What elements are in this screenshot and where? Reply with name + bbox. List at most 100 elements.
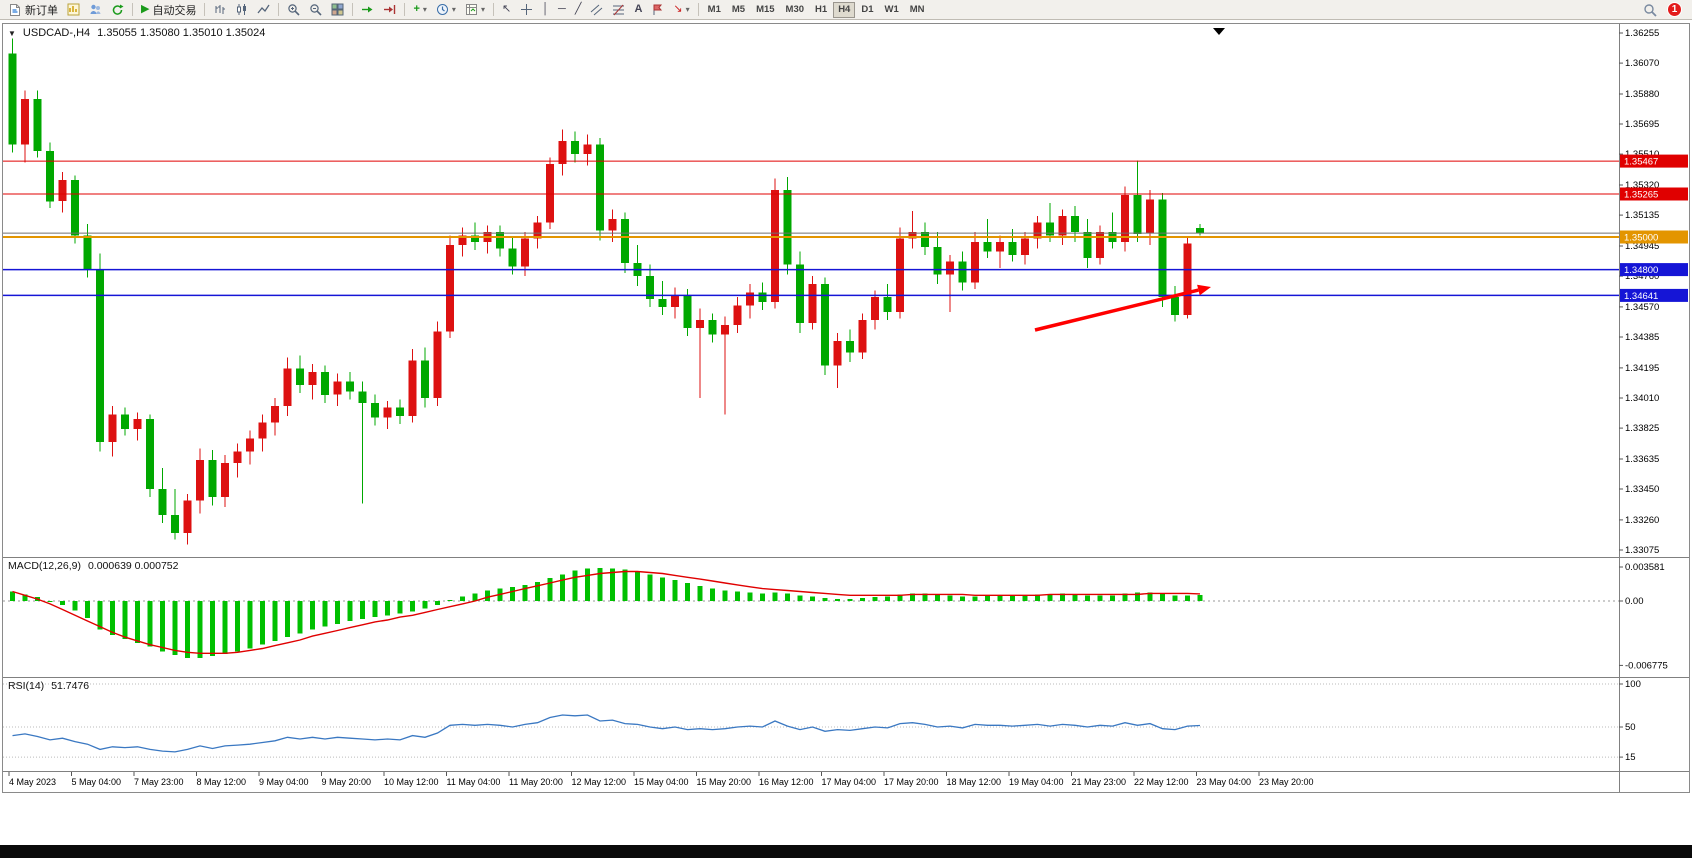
arrows-dropdown[interactable]: ↘ ▾: [669, 1, 693, 19]
svg-text:7 May 23:00: 7 May 23:00: [134, 777, 184, 787]
time-axis[interactable]: 4 May 2023 5 May 04:00 7 May 23:00 8 May 12…: [8, 772, 1314, 787]
crosshair-icon: [521, 4, 533, 15]
svg-text:1.34195: 1.34195: [1625, 363, 1659, 374]
horizontal-line-button[interactable]: ─: [554, 1, 570, 19]
svg-text:11 May 04:00: 11 May 04:00: [447, 777, 501, 787]
search-icon: [1644, 3, 1657, 17]
timeframe-m15-button[interactable]: M15: [751, 2, 779, 18]
svg-text:1.35135: 1.35135: [1625, 210, 1659, 221]
crosshair-button[interactable]: [516, 1, 537, 19]
auto-trading-button[interactable]: ▶ 自动交易: [137, 1, 200, 19]
templates-dropdown[interactable]: ▾: [461, 1, 489, 19]
new-chart-button[interactable]: [63, 1, 84, 19]
candlestick-series: [8, 38, 1204, 545]
equidistant-channel-button[interactable]: [586, 1, 607, 19]
periods-dropdown[interactable]: ▾: [432, 1, 460, 19]
chevron-down-icon: ▾: [422, 4, 427, 14]
svg-text:1.34945: 1.34945: [1625, 241, 1659, 252]
label-flag-icon: [653, 4, 663, 15]
chevron-down-icon: ▾: [480, 4, 485, 14]
trendline-icon: ╱: [574, 3, 582, 15]
clock-icon: [436, 4, 448, 15]
svg-text:1.34010: 1.34010: [1625, 393, 1659, 404]
svg-text:100: 100: [1625, 679, 1641, 690]
timeframe-w1-button[interactable]: W1: [880, 2, 904, 18]
toolbar: 新订单 ▶ 自动交易: [0, 0, 1692, 20]
tile-windows-button[interactable]: [327, 1, 348, 19]
svg-text:15: 15: [1625, 752, 1636, 763]
svg-text:1.33450: 1.33450: [1625, 484, 1659, 495]
horizontal-line-icon: ─: [558, 3, 566, 15]
svg-text:21 May 23:00: 21 May 23:00: [1072, 777, 1127, 787]
macd-axis[interactable]: 0.003581 0.00 -0.006775: [1619, 562, 1668, 671]
svg-text:4 May 2023: 4 May 2023: [9, 777, 56, 787]
svg-text:-0.006775: -0.006775: [1625, 660, 1668, 671]
new-chart-icon: [67, 3, 80, 16]
svg-text:23 May 20:00: 23 May 20:00: [1259, 777, 1314, 787]
svg-text:1.33635: 1.33635: [1625, 454, 1659, 465]
svg-text:1.36070: 1.36070: [1625, 58, 1659, 69]
auto-scroll-icon: [362, 6, 373, 13]
cursor-button[interactable]: ↖: [498, 1, 515, 19]
text-label-button[interactable]: [647, 1, 668, 19]
chart-shift-icon: [384, 5, 396, 14]
refresh-icon: [112, 4, 124, 15]
notification-badge[interactable]: 1: [1667, 2, 1682, 17]
svg-text:15 May 20:00: 15 May 20:00: [697, 777, 752, 787]
vertical-line-icon: │: [542, 3, 550, 15]
timeframe-m30-button[interactable]: M30: [781, 2, 809, 18]
chart-canvas[interactable]: 1.362551.360701.358801.356951.355101.353…: [3, 24, 1689, 792]
svg-text:23 May 04:00: 23 May 04:00: [1197, 777, 1252, 787]
timeframe-h4-button[interactable]: H4: [833, 1, 856, 18]
bottom-bar: [0, 845, 1692, 858]
zoom-in-button[interactable]: [283, 1, 304, 19]
svg-text:1.35265: 1.35265: [1624, 190, 1658, 201]
svg-text:1.34385: 1.34385: [1625, 332, 1659, 343]
price-axis[interactable]: 1.362551.360701.358801.356951.355101.353…: [1619, 28, 1659, 556]
cursor-icon: ↖: [501, 3, 512, 15]
toolbar-separator: [404, 3, 406, 16]
svg-text:1.35695: 1.35695: [1625, 119, 1659, 130]
trend-arrow-annotation[interactable]: [1034, 284, 1211, 332]
new-order-button[interactable]: 新订单: [4, 1, 62, 19]
toolbar-separator: [204, 3, 206, 16]
timeframe-d1-button[interactable]: D1: [856, 2, 878, 18]
profiles-button[interactable]: [85, 1, 106, 19]
timeframe-m5-button[interactable]: M5: [727, 2, 750, 18]
toolbar-separator: [278, 3, 280, 16]
profiles-icon: [90, 4, 101, 14]
chart-shift-button[interactable]: [379, 1, 400, 19]
bar-chart-button[interactable]: [209, 1, 230, 19]
zoom-out-icon: [310, 4, 323, 16]
horizontal-level-lines[interactable]: [3, 160, 1619, 297]
trendline-button[interactable]: ╱: [571, 1, 586, 19]
vertical-line-button[interactable]: │: [538, 1, 553, 19]
svg-text:1.33075: 1.33075: [1625, 545, 1659, 556]
timeframe-mn-button[interactable]: MN: [905, 2, 930, 18]
chart-background[interactable]: [3, 24, 1689, 792]
rsi-axis[interactable]: 100 50 15: [1619, 679, 1641, 763]
chart-window[interactable]: 1.362551.360701.358801.356951.355101.353…: [2, 23, 1690, 793]
timeframe-h1-button[interactable]: H1: [810, 2, 832, 18]
zoom-out-button[interactable]: [305, 1, 326, 19]
scroll-to-end-marker[interactable]: [1213, 28, 1225, 35]
text-button[interactable]: A: [630, 1, 646, 19]
svg-text:1.34760: 1.34760: [1625, 271, 1659, 282]
line-chart-button[interactable]: [253, 1, 274, 19]
indicators-button[interactable]: + ▾: [409, 1, 430, 19]
candlestick-chart-button[interactable]: [231, 1, 252, 19]
template-icon: [465, 4, 477, 15]
fibonacci-button[interactable]: [608, 1, 629, 19]
timeframe-m1-button[interactable]: M1: [703, 2, 726, 18]
refresh-button[interactable]: [107, 1, 128, 19]
auto-scroll-button[interactable]: [357, 1, 378, 19]
svg-text:9 May 20:00: 9 May 20:00: [322, 777, 372, 787]
fibonacci-icon: [613, 4, 625, 16]
svg-text:18 May 12:00: 18 May 12:00: [947, 777, 1002, 787]
add-indicator-icon: +: [413, 3, 420, 15]
svg-text:1.34641: 1.34641: [1624, 291, 1658, 302]
pane-splitters[interactable]: [3, 24, 1689, 792]
zoom-in-icon: [288, 4, 301, 16]
search-button[interactable]: [1639, 1, 1661, 19]
new-order-icon: [10, 3, 20, 16]
